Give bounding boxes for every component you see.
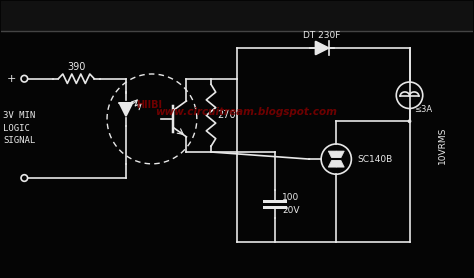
Text: 3V MIN
LOGIC
SIGNAL: 3V MIN LOGIC SIGNAL bbox=[3, 111, 35, 145]
Text: 390: 390 bbox=[67, 62, 85, 72]
Text: HIIBI: HIIBI bbox=[137, 100, 163, 110]
Text: +: + bbox=[7, 74, 16, 84]
Polygon shape bbox=[328, 151, 344, 167]
Bar bbox=[0, 1, 474, 31]
Text: 100: 100 bbox=[282, 193, 299, 202]
Text: 10VRMS: 10VRMS bbox=[438, 126, 447, 163]
Text: 270: 270 bbox=[218, 110, 236, 120]
Text: ≤3A: ≤3A bbox=[414, 105, 432, 114]
Circle shape bbox=[408, 119, 411, 123]
Polygon shape bbox=[328, 151, 344, 167]
Polygon shape bbox=[119, 103, 133, 116]
Text: 20V: 20V bbox=[282, 205, 300, 215]
Text: SC140B: SC140B bbox=[357, 155, 393, 163]
Text: DT 230F: DT 230F bbox=[303, 31, 341, 39]
Polygon shape bbox=[316, 41, 328, 54]
Text: www.circuitream.blogspot.com: www.circuitream.blogspot.com bbox=[155, 107, 337, 117]
